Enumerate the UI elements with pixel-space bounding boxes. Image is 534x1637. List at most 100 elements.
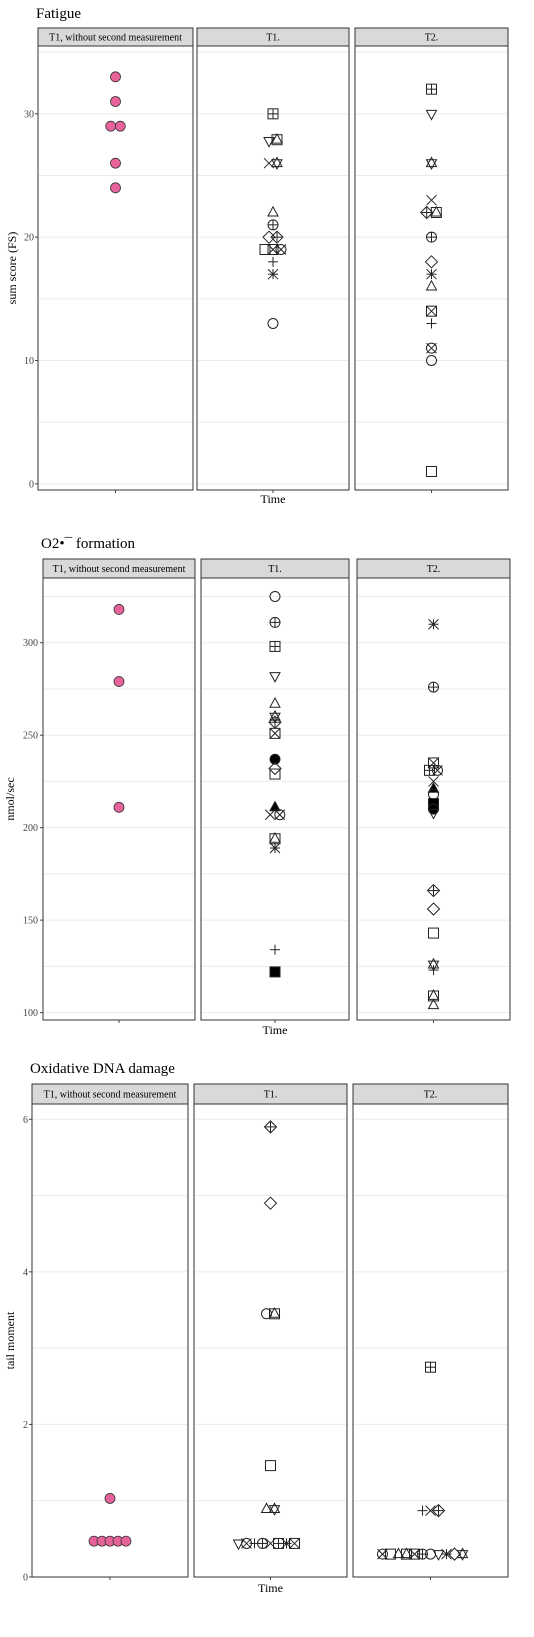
- y-tick-label: 4: [23, 1267, 28, 1278]
- data-point: [232, 1539, 245, 1551]
- data-point: [428, 965, 439, 976]
- data-point: [267, 219, 279, 231]
- data-point: [425, 156, 438, 170]
- data-point: [426, 231, 437, 243]
- data-point: [426, 83, 437, 95]
- data-point: [428, 681, 439, 693]
- chart-title: Oxidative DNA damage: [30, 1061, 175, 1077]
- data-point: [427, 808, 440, 820]
- data-point: [441, 1548, 452, 1560]
- facet-strip: [193, 1083, 348, 1105]
- chart-2: O2•¯ formation nmol/sec 100 150 200 250 300 T1,…: [3, 536, 511, 1037]
- data-point: [264, 809, 276, 821]
- data-point: [265, 1460, 276, 1472]
- y-tick-label: 150: [23, 916, 38, 927]
- data-point: [267, 108, 279, 120]
- data-point: [110, 71, 121, 83]
- data-point: [428, 927, 439, 939]
- facet-label: T1.: [266, 33, 280, 44]
- y-axis-label: sum score (FS): [5, 232, 19, 305]
- data-point: [428, 618, 439, 630]
- data-point: [269, 696, 281, 708]
- facet-3: T2.: [352, 1083, 509, 1580]
- data-point: [110, 157, 121, 169]
- data-point: [270, 944, 280, 955]
- facet-strip: [356, 558, 511, 579]
- data-point: [268, 256, 278, 267]
- data-point: [271, 156, 283, 170]
- data-point: [270, 230, 284, 244]
- facet-strip: [37, 27, 194, 47]
- data-point: [425, 1361, 436, 1373]
- data-point: [268, 1307, 281, 1320]
- y-tick-label: 0: [23, 1573, 28, 1584]
- chart-title: Fatigue: [36, 6, 81, 22]
- data-point: [431, 1503, 446, 1518]
- data-point: [426, 902, 441, 916]
- data-point: [425, 109, 438, 121]
- facet-label: T1, without second measurement: [49, 33, 182, 44]
- data-point: [426, 355, 437, 366]
- data-point: [426, 342, 437, 354]
- chart-title: O2•¯ formation: [41, 536, 135, 552]
- data-point: [456, 1547, 469, 1561]
- data-point: [104, 1493, 116, 1504]
- data-point: [425, 279, 438, 291]
- data-point: [113, 801, 125, 813]
- data-point: [428, 776, 439, 787]
- facet-strip: [354, 27, 509, 47]
- facet-strip: [196, 27, 350, 47]
- data-point: [120, 1535, 132, 1547]
- y-tick-label: 10: [24, 356, 34, 367]
- y-tick-label: 0: [29, 479, 34, 490]
- data-point: [269, 590, 281, 602]
- data-point: [269, 800, 281, 812]
- data-point: [269, 768, 281, 780]
- data-point: [432, 1550, 445, 1561]
- facet-strip: [352, 1083, 509, 1105]
- facet-strip: [200, 558, 350, 579]
- chart-3: Oxidative DNA damage tail moment 0 2 4 6 T1, w…: [3, 1061, 509, 1595]
- data-point: [260, 1502, 273, 1514]
- facet-1: T1, without second measurement: [37, 27, 194, 493]
- data-point: [269, 966, 281, 978]
- y-tick-label: 20: [24, 233, 34, 244]
- panel-border: [352, 1103, 509, 1578]
- data-point: [269, 753, 281, 765]
- data-point: [113, 604, 125, 615]
- data-point: [419, 205, 434, 220]
- panel-border: [31, 1103, 189, 1578]
- data-point: [267, 318, 279, 329]
- data-point: [426, 466, 437, 477]
- y-tick-label: 250: [23, 731, 38, 742]
- data-point: [268, 761, 282, 776]
- facet-label: T1.: [268, 564, 282, 575]
- data-point: [263, 1120, 278, 1134]
- data-point: [269, 842, 281, 854]
- data-point: [267, 205, 279, 217]
- data-point: [426, 318, 437, 329]
- data-point: [267, 244, 279, 255]
- data-point: [269, 616, 281, 628]
- y-tick-label: 300: [23, 638, 38, 649]
- data-point: [257, 1537, 268, 1549]
- data-point: [105, 120, 117, 132]
- facet-2: T1.: [193, 1083, 348, 1580]
- data-point: [426, 305, 437, 317]
- facet-3: T2.: [354, 27, 509, 493]
- data-point: [426, 883, 441, 898]
- facet-2: T1.: [200, 558, 350, 1023]
- data-point: [275, 244, 287, 255]
- data-point: [425, 1505, 436, 1516]
- panel-border: [42, 577, 196, 1021]
- y-tick-label: 2: [23, 1420, 28, 1431]
- data-point: [110, 182, 121, 194]
- y-tick-label: 200: [23, 823, 38, 834]
- x-axis-label: Time: [261, 492, 286, 506]
- data-point: [289, 1537, 300, 1549]
- facet-label: T2.: [424, 1090, 438, 1101]
- facet-label: T1, without second measurement: [44, 1090, 177, 1101]
- data-point: [269, 640, 281, 652]
- facet-2: T1.: [196, 27, 350, 493]
